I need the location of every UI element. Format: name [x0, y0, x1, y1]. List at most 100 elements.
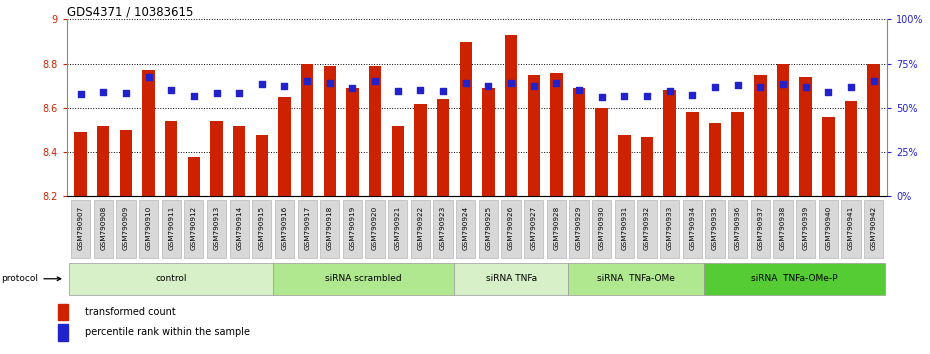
Text: protocol: protocol	[1, 274, 60, 283]
Text: siRNA  TNFa-OMe: siRNA TNFa-OMe	[597, 274, 674, 283]
Bar	[641, 137, 653, 196]
Text: GSM790908: GSM790908	[100, 206, 106, 250]
Text: GSM790942: GSM790942	[870, 206, 877, 250]
Bar	[731, 112, 744, 196]
Text: GSM790936: GSM790936	[735, 206, 740, 250]
Text: GSM790910: GSM790910	[145, 206, 152, 250]
FancyBboxPatch shape	[705, 200, 724, 258]
Bar	[663, 90, 676, 196]
FancyBboxPatch shape	[567, 263, 704, 295]
Bar	[844, 101, 857, 196]
FancyBboxPatch shape	[637, 200, 657, 258]
Text: siRNA TNFa: siRNA TNFa	[485, 274, 537, 283]
FancyBboxPatch shape	[365, 200, 385, 258]
Bar	[74, 132, 86, 196]
Point	[662, 88, 677, 93]
Bar	[278, 97, 291, 196]
FancyBboxPatch shape	[660, 200, 679, 258]
Bar	[256, 135, 268, 196]
Bar	[142, 70, 154, 196]
Point	[367, 79, 382, 84]
Bar	[232, 126, 246, 196]
Text: GDS4371 / 10383615: GDS4371 / 10383615	[67, 5, 193, 18]
FancyBboxPatch shape	[751, 200, 770, 258]
FancyBboxPatch shape	[273, 263, 455, 295]
Bar	[800, 77, 812, 196]
Point	[730, 82, 745, 87]
Bar	[686, 112, 698, 196]
FancyBboxPatch shape	[455, 263, 567, 295]
Text: GSM790941: GSM790941	[848, 206, 854, 250]
Point	[504, 80, 519, 86]
FancyBboxPatch shape	[547, 200, 566, 258]
Point	[526, 83, 541, 89]
Text: GSM790939: GSM790939	[803, 206, 809, 250]
Bar	[210, 121, 223, 196]
Text: GSM790911: GSM790911	[168, 206, 174, 250]
FancyBboxPatch shape	[298, 200, 317, 258]
Point	[617, 93, 631, 99]
Point	[594, 94, 609, 100]
Text: siRNA  TNFa-OMe-P: siRNA TNFa-OMe-P	[751, 274, 838, 283]
FancyBboxPatch shape	[864, 200, 884, 258]
Bar	[573, 88, 585, 196]
Bar	[527, 75, 540, 196]
Bar	[58, 324, 68, 341]
Text: GSM790922: GSM790922	[418, 206, 423, 250]
Point	[141, 74, 156, 80]
FancyBboxPatch shape	[388, 200, 407, 258]
Text: GSM790921: GSM790921	[394, 206, 401, 250]
FancyBboxPatch shape	[230, 200, 249, 258]
FancyBboxPatch shape	[94, 200, 113, 258]
Bar	[551, 73, 563, 196]
Bar	[324, 66, 336, 196]
Bar	[165, 121, 178, 196]
Bar	[709, 124, 722, 196]
FancyBboxPatch shape	[71, 200, 90, 258]
Text: control: control	[155, 274, 187, 283]
FancyBboxPatch shape	[592, 200, 611, 258]
Text: GSM790925: GSM790925	[485, 206, 491, 250]
Text: siRNA scrambled: siRNA scrambled	[326, 274, 402, 283]
FancyBboxPatch shape	[206, 200, 226, 258]
Point	[323, 80, 338, 85]
FancyBboxPatch shape	[479, 200, 498, 258]
Bar	[437, 99, 449, 196]
Text: GSM790924: GSM790924	[463, 206, 469, 250]
Point	[708, 84, 723, 90]
Bar	[595, 108, 608, 196]
Bar	[505, 35, 517, 196]
Point	[549, 80, 564, 86]
Text: GSM790930: GSM790930	[599, 206, 604, 250]
Bar	[120, 130, 132, 196]
Text: GSM790928: GSM790928	[553, 206, 560, 250]
Bar	[346, 88, 359, 196]
Text: GSM790940: GSM790940	[825, 206, 831, 250]
Text: GSM790919: GSM790919	[350, 206, 355, 250]
FancyBboxPatch shape	[162, 200, 180, 258]
Point	[844, 84, 858, 90]
FancyBboxPatch shape	[683, 200, 702, 258]
Text: GSM790907: GSM790907	[77, 206, 84, 250]
Point	[209, 90, 224, 96]
Point	[684, 92, 699, 97]
Bar	[58, 304, 68, 320]
Point	[435, 88, 450, 93]
Text: GSM790937: GSM790937	[757, 206, 764, 250]
Text: GSM790918: GSM790918	[326, 206, 333, 250]
Point	[753, 84, 768, 90]
Point	[118, 90, 133, 96]
Text: GSM790913: GSM790913	[214, 206, 219, 250]
Text: GSM790933: GSM790933	[667, 206, 672, 250]
Text: GSM790909: GSM790909	[123, 206, 129, 250]
Point	[458, 80, 473, 85]
FancyBboxPatch shape	[818, 200, 838, 258]
Text: GSM790920: GSM790920	[372, 206, 379, 250]
Text: percentile rank within the sample: percentile rank within the sample	[85, 327, 250, 337]
Bar	[188, 156, 200, 196]
FancyBboxPatch shape	[184, 200, 204, 258]
FancyBboxPatch shape	[704, 263, 885, 295]
Bar	[822, 117, 834, 196]
Bar	[868, 64, 880, 196]
Text: GSM790929: GSM790929	[576, 206, 582, 250]
